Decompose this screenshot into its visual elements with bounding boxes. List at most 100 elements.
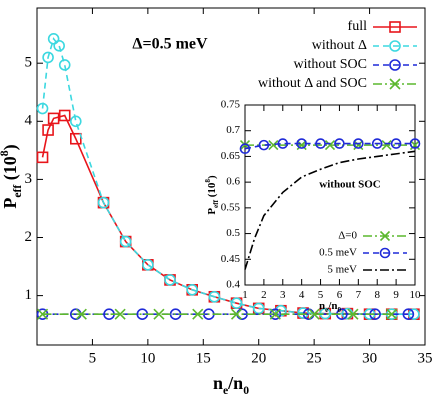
marker	[42, 124, 54, 136]
marker	[47, 32, 60, 45]
legend-label: without SOC	[293, 57, 367, 72]
marker	[408, 308, 420, 321]
marker	[258, 139, 270, 151]
marker	[315, 138, 326, 149]
marker	[402, 308, 415, 321]
x-tick-label: 7	[356, 289, 362, 301]
marker	[269, 308, 281, 320]
x-tick-label: 1	[242, 289, 248, 301]
axis-label-part: n	[319, 300, 325, 312]
y-tick-label: 5	[25, 55, 33, 71]
series-line	[244, 150, 416, 270]
x-tick-label: 15	[196, 351, 211, 367]
plot-frame	[244, 104, 416, 286]
axis-label-part: (10	[206, 182, 218, 200]
marker	[58, 109, 71, 122]
axis-label: Peff (108)	[0, 144, 24, 208]
legend-label: 5 meV	[327, 264, 357, 276]
y-tick-label: 2	[25, 229, 33, 245]
marker	[70, 115, 82, 128]
y-tick-label: 0.45	[221, 253, 241, 265]
marker	[192, 308, 204, 320]
marker	[381, 140, 392, 151]
marker	[353, 138, 364, 149]
axis-label-part: n	[213, 373, 223, 393]
x-tick-label: 4	[299, 289, 305, 301]
axis-label-part: )	[0, 144, 21, 150]
marker	[308, 308, 320, 320]
marker	[142, 259, 154, 271]
axis-label-part: 0	[337, 306, 341, 314]
legend-marker	[379, 247, 391, 259]
marker	[164, 274, 176, 286]
marker	[239, 143, 251, 155]
y-tick-label: 0.4	[226, 279, 240, 291]
marker	[97, 196, 110, 209]
axis-label-part: (10	[0, 156, 21, 185]
legend-label: without Δ and SOC	[258, 76, 367, 91]
axis-label: ne/n0	[213, 373, 249, 397]
y-tick-label: 0.55	[221, 201, 241, 213]
marker	[119, 235, 132, 248]
marker	[297, 307, 309, 319]
y-tick-label: 1	[25, 287, 33, 303]
marker	[386, 308, 398, 320]
x-tick-label: 9	[393, 289, 399, 301]
marker	[153, 308, 165, 320]
legend-marker	[389, 78, 401, 90]
marker	[36, 102, 49, 115]
axis-label-part: P	[206, 208, 218, 215]
axis-label: Peff (108)	[204, 175, 220, 215]
legend-label: without Δ	[312, 38, 367, 53]
x-tick-label: 8	[374, 289, 380, 301]
axis-label-part: P	[0, 198, 20, 209]
x-tick-label: 20	[251, 351, 266, 367]
marker	[186, 284, 198, 296]
x-tick-label: 2	[261, 289, 267, 301]
y-tick-label: 0.7	[226, 124, 240, 136]
marker	[296, 138, 307, 149]
x-tick-label: 10	[410, 289, 422, 301]
legend-marker	[389, 21, 401, 33]
marker	[36, 151, 49, 164]
axis-label-part: /n	[327, 300, 337, 312]
marker	[75, 308, 87, 320]
marker	[268, 140, 279, 151]
axis-label-part: 0	[243, 384, 249, 397]
marker	[47, 112, 60, 125]
x-tick-label: 35	[418, 351, 433, 367]
marker	[70, 132, 82, 145]
marker	[42, 51, 54, 64]
marker	[334, 138, 345, 149]
x-tick-label: 30	[362, 351, 377, 367]
x-tick-label: 5	[318, 289, 324, 301]
legend-marker	[379, 230, 391, 242]
legend-label: full	[348, 19, 368, 34]
legend-label: 0.5 meV	[319, 247, 357, 259]
axis-label: ne/n0	[319, 300, 341, 314]
x-tick-label: 25	[307, 351, 322, 367]
y-tick-label: 3	[25, 171, 33, 187]
y-tick-label: 0.6	[226, 176, 240, 188]
marker	[252, 302, 265, 315]
marker	[409, 140, 421, 151]
x-tick-label: 6	[337, 289, 343, 301]
marker	[277, 138, 289, 149]
legend-marker	[389, 40, 401, 52]
axis-label-part: 8	[204, 179, 212, 183]
axis-label-part: 8	[0, 150, 11, 156]
x-tick-label: 5	[89, 351, 97, 367]
x-tick-label: 3	[280, 289, 286, 301]
legend-marker	[389, 59, 401, 71]
annotation: Δ=0.5 meV	[132, 36, 208, 53]
legend-label: Δ=0	[338, 230, 357, 242]
marker	[53, 39, 65, 52]
marker	[114, 308, 126, 320]
marker	[230, 297, 243, 309]
axis-label-part: e	[223, 384, 228, 397]
series-line	[244, 142, 415, 150]
axis-label-part: )	[206, 175, 218, 179]
y-tick-label: 4	[25, 113, 33, 129]
